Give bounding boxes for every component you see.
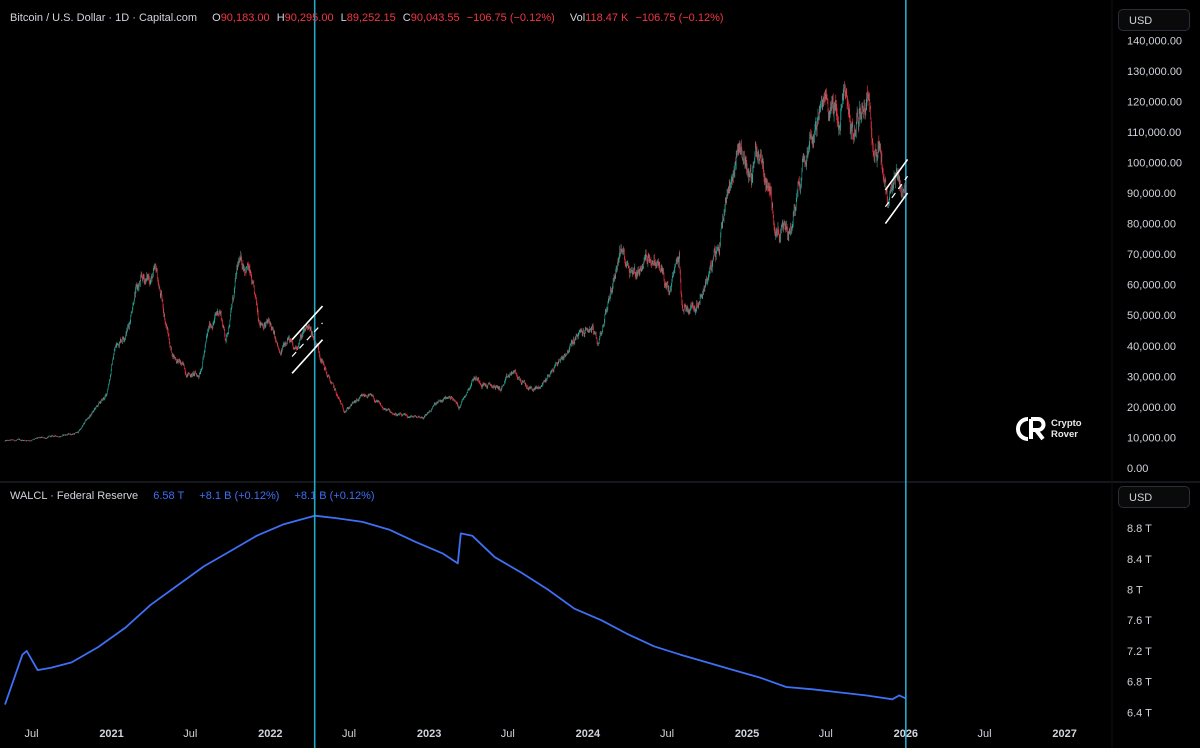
price-tick-label: 80,000.00 <box>1127 219 1176 231</box>
price-tick-label: 40,000.00 <box>1127 341 1176 353</box>
price-axis: 140,000.00 130,000.00 120,000.00 110,000.00… <box>1127 35 1182 475</box>
time-tick-label: 2022 <box>258 728 282 740</box>
time-tick-label: 2023 <box>417 728 441 740</box>
walcl-tick-label: 8.4 T <box>1127 554 1152 566</box>
open-value: 90,183.00 <box>220 12 270 24</box>
volume-label: Vol <box>569 12 586 24</box>
price-tick-label: 140,000.00 <box>1127 35 1182 47</box>
time-tick-label: Jul <box>25 728 39 740</box>
time-tick-label: Jul <box>183 728 197 740</box>
time-tick-label: 2025 <box>735 728 759 740</box>
channel-upper-line <box>291 305 324 341</box>
price-tick-label: 130,000.00 <box>1127 66 1182 78</box>
walcl-name[interactable]: WALCL · Federal Reserve <box>10 490 139 502</box>
time-tick-label: 2027 <box>1052 728 1076 740</box>
logo-line-2: Rover <box>1051 429 1078 440</box>
open-label: O <box>212 12 221 24</box>
price-tick-label: 20,000.00 <box>1127 402 1176 414</box>
walcl-pane <box>4 514 907 705</box>
volume-value: 118.47 K <box>585 12 629 24</box>
low-value: 89,252.15 <box>346 12 396 24</box>
walcl-tick-label: 8.8 T <box>1127 523 1152 535</box>
high-value: 90,295.00 <box>284 12 334 24</box>
price-tick-label: 60,000.00 <box>1127 280 1176 292</box>
volume-change: −106.75 (−0.12%) <box>635 12 724 24</box>
time-tick-label: Jul <box>501 728 515 740</box>
time-tick-label: Jul <box>660 728 674 740</box>
walcl-tick-label: 8 T <box>1127 584 1143 596</box>
time-axis: Jul 2021 Jul 2022 Jul 2023 Jul 2024 Jul 2025 Jul 20… <box>25 728 1077 740</box>
close-label: C <box>402 12 411 24</box>
price-tick-label: 30,000.00 <box>1127 371 1176 383</box>
time-tick-label: Jul <box>342 728 356 740</box>
price-legend: Bitcoin / U.S. Dollar · 1D · Capital.com… <box>10 12 728 24</box>
time-tick-label: Jul <box>978 728 992 740</box>
walcl-change-2: +8.1 B (+0.12%) <box>294 490 375 502</box>
walcl-legend: WALCL · Federal Reserve 6.58 T +8.1 B (+… <box>10 490 379 502</box>
price-tick-label: 120,000.00 <box>1127 96 1182 108</box>
price-tick-label: 70,000.00 <box>1127 249 1176 261</box>
walcl-tick-label: 7.2 T <box>1127 646 1152 658</box>
price-tick-label: 10,000.00 <box>1127 432 1176 444</box>
crypto-rover-logo: Crypto Rover <box>1015 416 1082 442</box>
price-tick-label: 100,000.00 <box>1127 157 1182 169</box>
low-label: L <box>340 12 347 24</box>
walcl-tick-label: 6.8 T <box>1127 677 1152 689</box>
currency-badge-bottom[interactable]: USD <box>1118 486 1190 508</box>
walcl-tick-label: 7.6 T <box>1127 615 1152 627</box>
walcl-tick-label: 6.4 T <box>1127 707 1152 719</box>
price-pane <box>4 81 907 442</box>
symbol-label[interactable]: Bitcoin / U.S. Dollar · 1D · Capital.com <box>10 12 198 24</box>
channel-upper-line <box>884 158 909 191</box>
high-label: H <box>276 12 285 24</box>
channel-lower-line <box>884 192 909 225</box>
walcl-value: 6.58 T <box>153 490 185 502</box>
price-tick-label: 110,000.00 <box>1127 127 1181 139</box>
price-tick-label: 90,000.00 <box>1127 188 1176 200</box>
logo-line-1: Crypto <box>1051 418 1082 429</box>
logo-mark-icon <box>1016 417 1046 441</box>
close-value: 90,043.55 <box>410 12 460 24</box>
walcl-series-line <box>4 514 907 705</box>
time-tick-label: 2024 <box>576 728 601 740</box>
time-tick-label: 2021 <box>99 728 123 740</box>
channel-lower-line <box>291 339 324 374</box>
walcl-axis: 8.8 T 8.4 T 8 T 7.6 T 7.2 T 6.8 T 6.4 T <box>1127 523 1152 719</box>
currency-badge-top[interactable]: USD <box>1118 9 1190 31</box>
price-tick-label: 0.00 <box>1127 463 1148 475</box>
channel-mid-line <box>291 322 323 357</box>
time-tick-label: Jul <box>819 728 833 740</box>
walcl-change-1: +8.1 B (+0.12%) <box>199 490 280 502</box>
price-change: −106.75 (−0.12%) <box>466 12 555 24</box>
price-tick-label: 50,000.00 <box>1127 310 1176 322</box>
